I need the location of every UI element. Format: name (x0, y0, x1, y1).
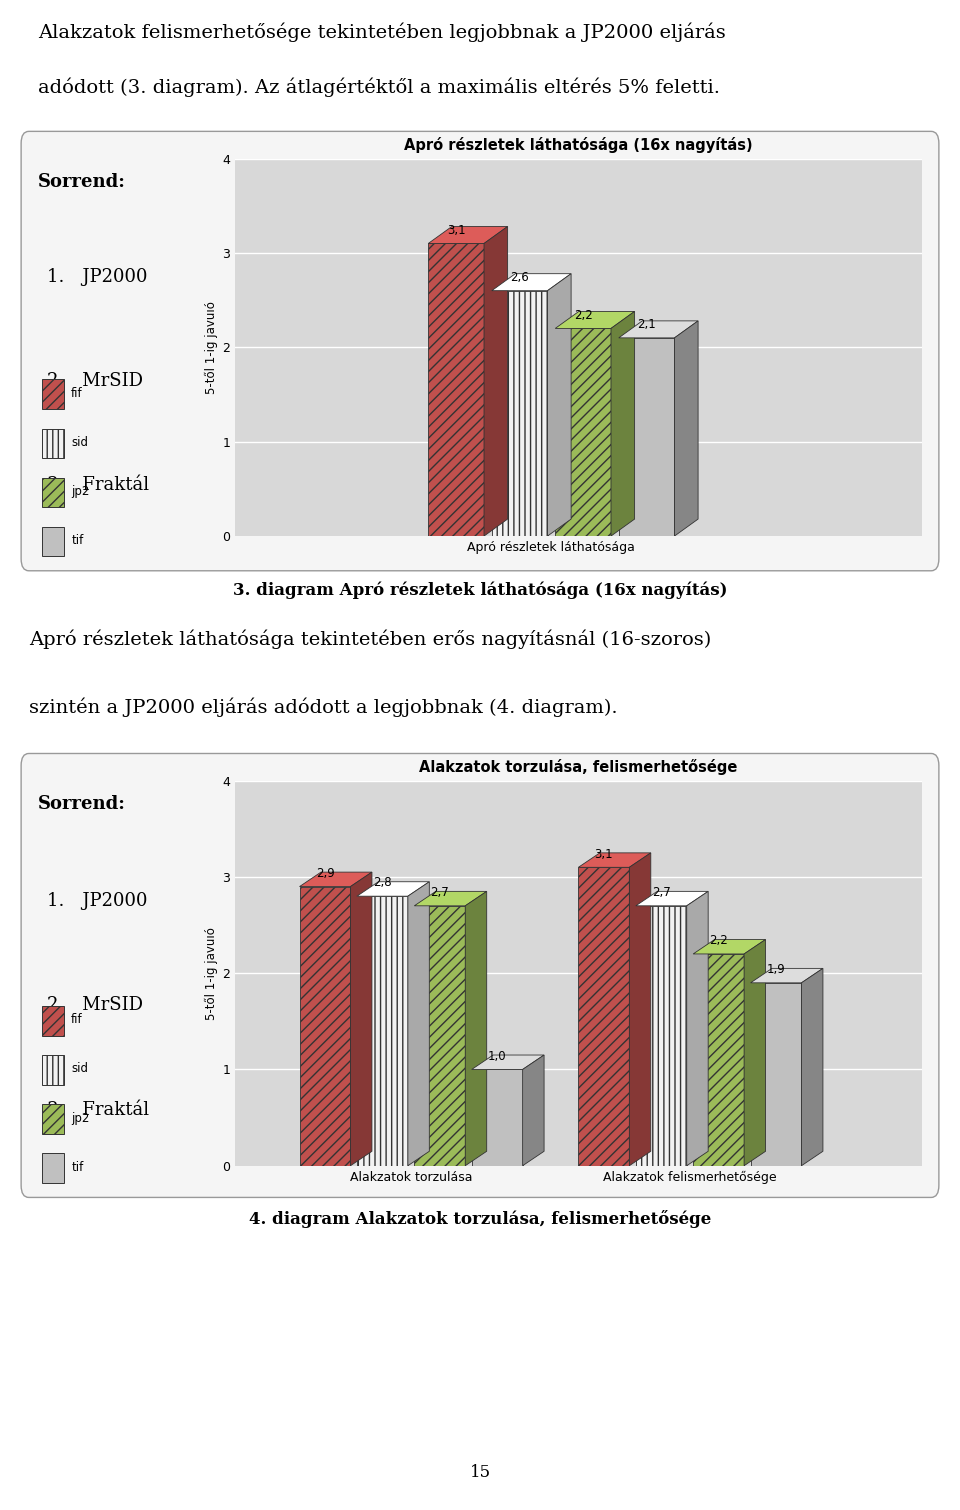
Text: 2. MrSID: 2. MrSID (46, 997, 142, 1015)
Bar (42, 1006, 64, 1036)
Bar (357, 897, 408, 1166)
Bar (42, 477, 64, 507)
Bar (492, 290, 547, 536)
Bar (42, 1104, 64, 1134)
Text: 4. diagram Alakzatok torzulása, felismerhetősége: 4. diagram Alakzatok torzulása, felismer… (249, 1210, 711, 1228)
Bar (42, 1055, 64, 1084)
Polygon shape (686, 891, 708, 1166)
Text: 3. diagram Apró részletek láthatósága (16x nagyítás): 3. diagram Apró részletek láthatósága (1… (232, 581, 728, 599)
Text: Alakzatok felismerhetősége tekintetében legjobbnak a JP2000 eljárás: Alakzatok felismerhetősége tekintetében … (38, 23, 726, 42)
Bar (42, 527, 64, 556)
Text: adódott (3. diagram). Az átlagértéktől a maximális eltérés 5% feletti.: adódott (3. diagram). Az átlagértéktől a… (38, 77, 720, 97)
Y-axis label: 5-től 1-ig javuıó: 5-től 1-ig javuıó (205, 300, 218, 394)
Polygon shape (547, 273, 571, 536)
Bar (415, 906, 466, 1166)
Polygon shape (693, 939, 765, 954)
Text: jp2: jp2 (71, 485, 89, 498)
Bar (619, 338, 675, 536)
Text: Sorrend:: Sorrend: (37, 794, 126, 812)
Bar (42, 379, 64, 409)
Text: jp2: jp2 (71, 1111, 89, 1125)
Polygon shape (555, 311, 635, 328)
Polygon shape (578, 853, 651, 867)
Polygon shape (630, 853, 651, 1166)
Text: 1,0: 1,0 (488, 1049, 507, 1063)
Text: Sorrend:: Sorrend: (37, 172, 126, 190)
Text: 1. JP2000: 1. JP2000 (46, 891, 147, 909)
Polygon shape (408, 882, 429, 1166)
Bar (42, 1154, 64, 1182)
Text: tif: tif (71, 1161, 84, 1173)
Text: 2. MrSID: 2. MrSID (46, 371, 142, 390)
Text: 15: 15 (469, 1463, 491, 1481)
Text: 2,2: 2,2 (574, 310, 592, 322)
Bar (555, 328, 611, 536)
Bar (300, 886, 350, 1166)
Polygon shape (636, 891, 708, 906)
Polygon shape (619, 322, 698, 338)
Polygon shape (802, 968, 823, 1166)
Polygon shape (428, 226, 508, 243)
Polygon shape (300, 873, 372, 886)
Bar (636, 906, 686, 1166)
Polygon shape (471, 1055, 544, 1069)
Text: szintén a JP2000 eljárás adódott a legjobbnak (4. diagram).: szintén a JP2000 eljárás adódott a legjo… (29, 698, 617, 717)
Polygon shape (675, 322, 698, 536)
Text: 2,9: 2,9 (316, 867, 334, 880)
Y-axis label: 5-től 1-ig javuıó: 5-től 1-ig javuıó (205, 927, 218, 1019)
Text: 1,9: 1,9 (767, 963, 785, 975)
Text: 3,1: 3,1 (594, 847, 613, 861)
Polygon shape (415, 891, 487, 906)
Text: 2,7: 2,7 (430, 886, 449, 898)
Bar (693, 954, 744, 1166)
Bar (471, 1069, 522, 1166)
Polygon shape (357, 882, 429, 897)
Text: 3,1: 3,1 (446, 223, 466, 237)
Text: 2,6: 2,6 (511, 272, 529, 284)
Polygon shape (484, 226, 508, 536)
Polygon shape (611, 311, 635, 536)
Text: Apró részletek láthatósága tekintetében erős nagyításnál (16-szoros): Apró részletek láthatósága tekintetében … (29, 630, 711, 649)
Bar (428, 243, 484, 536)
Text: sid: sid (71, 1063, 88, 1075)
Bar (42, 429, 64, 458)
Polygon shape (466, 891, 487, 1166)
Text: 2,8: 2,8 (373, 876, 392, 889)
Text: 3. Fraktál: 3. Fraktál (46, 1101, 149, 1119)
Bar (751, 983, 802, 1166)
Title: Alakzatok torzulása, felismerhetősége: Alakzatok torzulása, felismerhetősége (420, 760, 737, 775)
Text: 1. JP2000: 1. JP2000 (46, 269, 147, 285)
Text: fif: fif (71, 1013, 83, 1027)
Text: 2,1: 2,1 (637, 319, 656, 331)
Text: sid: sid (71, 436, 88, 448)
Text: 3. Fraktál: 3. Fraktál (46, 476, 149, 494)
Text: tif: tif (71, 535, 84, 547)
Bar (578, 867, 630, 1166)
Polygon shape (522, 1055, 544, 1166)
Polygon shape (492, 273, 571, 290)
Text: 2,2: 2,2 (709, 935, 728, 947)
Polygon shape (751, 968, 823, 983)
Title: Apró részletek láthatósága (16x nagyítás): Apró részletek láthatósága (16x nagyítás… (404, 137, 753, 153)
Polygon shape (350, 873, 372, 1166)
Polygon shape (744, 939, 765, 1166)
Text: fif: fif (71, 387, 83, 400)
Text: 2,7: 2,7 (652, 886, 671, 898)
